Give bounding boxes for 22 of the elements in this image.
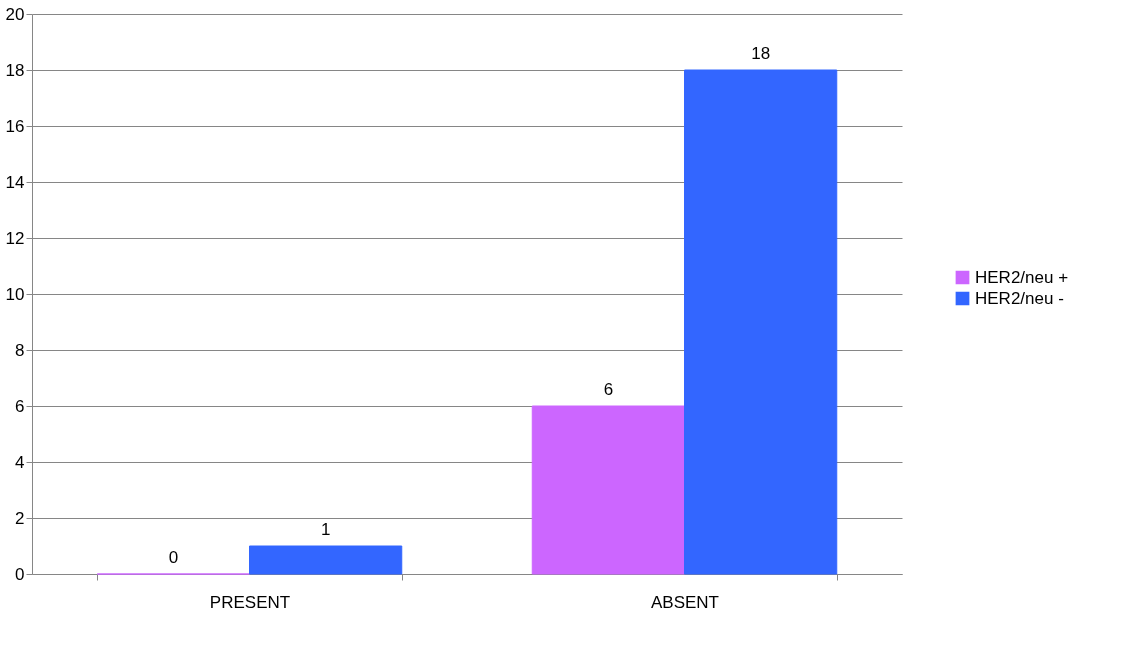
data-label: 18 <box>751 44 771 63</box>
y-tick-label: 20 <box>5 4 25 24</box>
bar <box>684 69 838 575</box>
y-tick-label: 8 <box>15 340 25 360</box>
y-tick-label: 0 <box>15 564 25 584</box>
x-tick-label: ABSENT <box>650 592 720 612</box>
y-tick-label: 18 <box>5 60 25 80</box>
bar <box>249 545 403 575</box>
legend-label: HER2/neu + <box>975 267 1069 287</box>
legend-label: HER2/neu - <box>975 288 1064 308</box>
data-label: 0 <box>168 548 179 567</box>
y-tick-label: 16 <box>5 116 25 136</box>
data-label: 6 <box>603 380 614 399</box>
y-tick-label: 10 <box>5 284 25 304</box>
y-tick-label: 14 <box>5 172 25 192</box>
y-tick-label: 12 <box>5 228 25 248</box>
y-tick-label: 4 <box>15 452 25 472</box>
data-label: 1 <box>320 520 331 539</box>
x-tick-label: PRESENT <box>209 592 291 612</box>
bar <box>531 405 685 575</box>
y-tick-label: 2 <box>15 508 25 528</box>
y-tick-label: 6 <box>15 396 25 416</box>
